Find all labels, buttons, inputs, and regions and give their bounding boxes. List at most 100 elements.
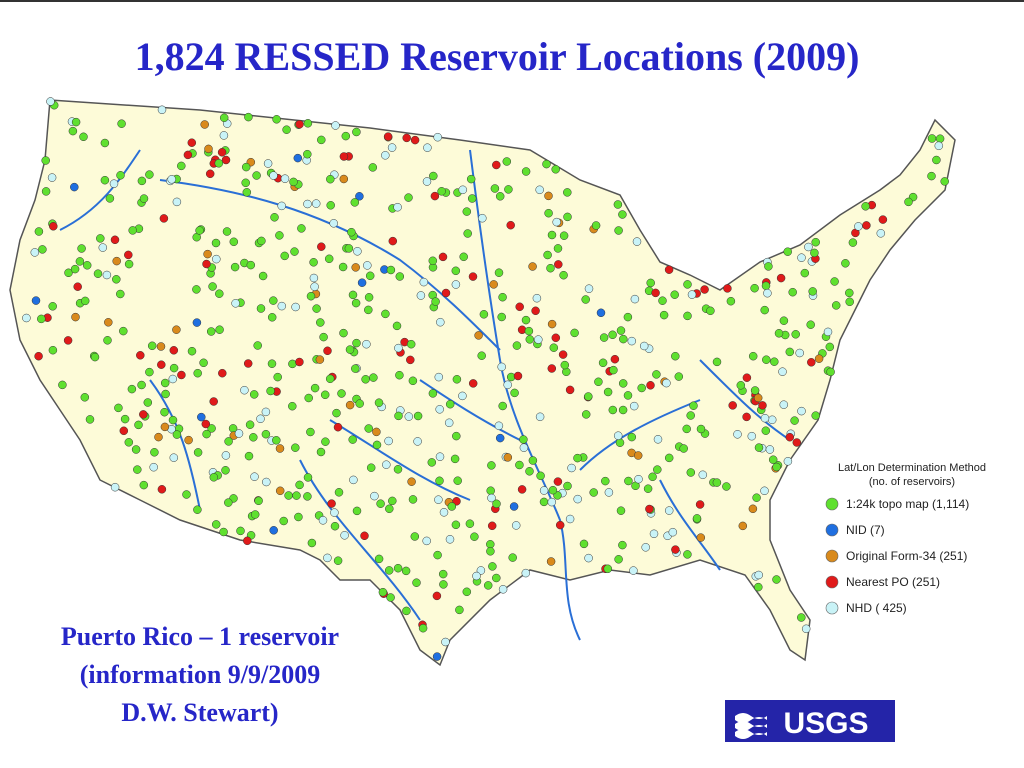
reservoir-dot <box>776 273 786 283</box>
reservoir-dot <box>445 399 455 409</box>
reservoir-dot <box>432 591 442 601</box>
reservoir-dot <box>547 497 557 507</box>
reservoir-dot <box>159 214 169 223</box>
reservoir-dot <box>103 336 112 345</box>
reservoir-dot <box>206 327 216 336</box>
reservoir-dot <box>428 256 438 266</box>
reservoir-dot <box>68 126 78 136</box>
reservoir-dot <box>338 262 348 272</box>
reservoir-dot <box>386 593 395 602</box>
reservoir-dot <box>598 358 608 368</box>
river <box>419 379 521 441</box>
reservoir-dot <box>487 521 497 531</box>
reservoir-dot <box>348 290 358 300</box>
reservoir-dot <box>559 231 569 240</box>
reservoir-dot <box>722 482 731 491</box>
logo-box <box>725 700 895 742</box>
reservoir-dot <box>862 221 871 230</box>
reservoir-dot <box>169 453 179 462</box>
reservoir-dot <box>360 531 369 541</box>
legend-label: Nearest PO (251) <box>846 575 940 589</box>
reservoir-dot <box>267 313 277 322</box>
reservoir-dot <box>823 327 833 337</box>
reservoir-dot <box>845 288 854 298</box>
reservoir-dot <box>48 345 58 355</box>
reservoir-dot <box>682 424 691 434</box>
reservoir-dot <box>519 443 529 452</box>
reservoir-dot <box>726 296 736 306</box>
reservoir-dot <box>543 250 552 260</box>
reservoir-dot <box>748 351 758 361</box>
reservoir-dot <box>139 194 149 203</box>
reservoir-dot <box>830 277 839 286</box>
reservoir-dot <box>445 535 455 544</box>
reservoir-dot <box>494 268 504 277</box>
reservoir-dot <box>193 505 202 514</box>
reservoir-dot <box>468 272 478 281</box>
note-line: D.W. Stewart) <box>121 698 278 727</box>
reservoir-dot <box>427 458 437 467</box>
reservoir-dot <box>547 319 557 329</box>
reservoir-dot <box>254 496 263 506</box>
reservoir-dot <box>779 316 789 325</box>
reservoir-dot <box>306 427 315 437</box>
reservoir-dot <box>487 461 496 470</box>
reservoir-dot <box>202 429 211 439</box>
reservoir-dot <box>229 237 239 247</box>
reservoir-dot <box>498 292 507 302</box>
reservoir-dot <box>768 455 778 464</box>
reservoir-dot <box>172 430 182 439</box>
reservoir-dot <box>270 213 279 222</box>
reservoir-dot <box>700 285 709 294</box>
reservoir-dot <box>498 401 507 411</box>
reservoir-dot <box>742 412 751 422</box>
reservoir-dot <box>441 637 450 647</box>
reservoir-dot <box>559 270 568 280</box>
reservoir-dot <box>330 508 339 517</box>
reservoir-dot <box>112 275 121 284</box>
logo-waves <box>735 713 767 739</box>
reservoir-dot <box>309 273 319 283</box>
reservoir-dot <box>579 539 589 549</box>
reservoir-dot <box>169 363 179 373</box>
reservoir-dot <box>352 127 361 137</box>
reservoir-dot <box>49 222 58 231</box>
reservoir-dot <box>671 351 680 361</box>
reservoir-dot <box>601 476 610 486</box>
reservoir-dot <box>532 293 542 303</box>
reservoir-dot <box>791 330 800 339</box>
reservoir-dot <box>479 310 489 319</box>
reservoir-dot <box>309 258 318 267</box>
reservoir-dot <box>381 309 390 319</box>
reservoir-dot <box>671 545 680 554</box>
reservoir-dot <box>341 131 351 141</box>
reservoir-dot <box>156 342 166 351</box>
reservoir-dot <box>444 418 454 428</box>
river <box>659 479 721 571</box>
reservoir-dot <box>303 473 313 482</box>
reservoir-dot <box>848 238 858 247</box>
reservoir-dot <box>312 304 321 313</box>
reservoir-dot <box>329 219 338 228</box>
reservoir-dot <box>192 318 202 327</box>
reservoir-dot <box>418 623 428 633</box>
reservoir-dot <box>134 420 143 430</box>
reservoir-dot <box>330 521 340 531</box>
reservoir-dot <box>465 519 475 528</box>
reservoir-dot <box>413 411 423 421</box>
reservoir-dots <box>22 97 949 661</box>
reservoir-dot <box>808 287 817 296</box>
reservoir-dot <box>599 333 609 342</box>
reservoir-dot <box>435 476 444 486</box>
reservoir-dot <box>542 159 551 169</box>
reservoir-dot <box>462 207 472 216</box>
reservoir-dot <box>413 437 422 446</box>
reservoir-dot <box>563 481 572 491</box>
reservoir-dot <box>573 494 582 504</box>
reservoir-dot <box>614 555 623 564</box>
reservoir-dot <box>104 318 113 327</box>
reservoir-dot <box>604 488 614 497</box>
reservoir-dot <box>458 391 467 401</box>
reservoir-dot <box>160 378 170 388</box>
reservoir-dot <box>468 379 478 388</box>
